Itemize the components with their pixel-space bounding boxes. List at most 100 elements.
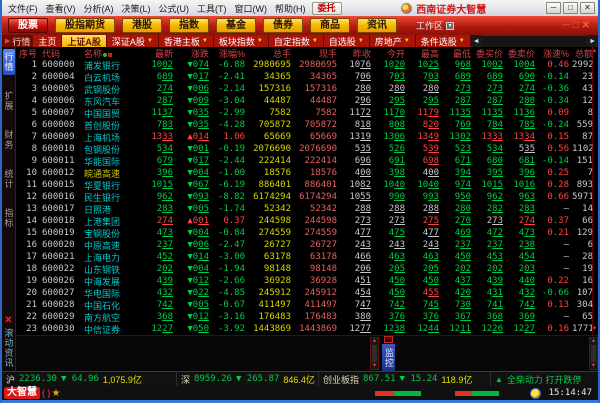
scroll-down-icon[interactable]: ▼ xyxy=(371,363,378,369)
table-row[interactable]: 22 600029 南方航空 368 ▼012 -3.16 176483 176483 380 3… xyxy=(16,311,598,323)
menu-item[interactable]: 帮助(H) xyxy=(275,3,306,14)
menu-item[interactable]: 分析(A) xyxy=(83,3,114,14)
table-row[interactable]: 16 600020 中原高速 237 ▼006 -2.47 26727 26727 243 243… xyxy=(16,239,598,251)
menu-item[interactable]: 决策(L) xyxy=(121,3,151,14)
column-header[interactable]: 委买价 xyxy=(474,47,506,60)
table-scrollbar-track[interactable] xyxy=(592,47,593,335)
table-row[interactable]: 10 600012 皖通高速 396 ▼004 -1.00 18576 18576 400 398… xyxy=(16,167,598,179)
table-row[interactable]: 14 600018 上港集团 274 ▲001 0.37 244598 244598 273 27… xyxy=(16,215,598,227)
market-tab[interactable]: 自定指数 ▼ xyxy=(268,35,324,47)
toolbar-button[interactable]: 商品 xyxy=(310,18,350,33)
table-row[interactable]: 3 600005 武钢股份 274 ▼006 -2.14 157316 157316 280 28… xyxy=(16,83,598,95)
monitor-close-icon[interactable]: ─ xyxy=(384,336,393,343)
minimize-icon[interactable]: ─ xyxy=(546,2,561,14)
column-header[interactable]: 最低 xyxy=(442,47,474,60)
tab-scroll-right-icon[interactable]: ► xyxy=(587,35,598,47)
sz-index-segment[interactable]: 深 8959.26 ▼ 265.87 846.4亿 xyxy=(177,372,319,386)
monitor-right-scrollbar[interactable]: ▲ ▼ xyxy=(589,337,598,370)
toolbar-button[interactable]: 基金 xyxy=(216,18,256,33)
market-tab[interactable]: 自选股 ▼ xyxy=(323,35,370,47)
tab-scroll-left-icon[interactable]: ◄ xyxy=(470,35,482,47)
news-panel-label[interactable]: 滚动资讯 xyxy=(3,328,14,368)
table-row[interactable]: 11 600015 华夏银行 1015 ▼067 -6.19 886401 886401 108… xyxy=(16,179,598,191)
scrollbar-thumb[interactable] xyxy=(591,345,596,362)
table-row[interactable]: 21 600028 中国石化 742 ▼005 -0.67 411497 411497 747 7… xyxy=(16,299,598,311)
table-row[interactable]: 20 600027 华电国际 432 ▼022 -4.85 245912 245912 454 4… xyxy=(16,287,598,299)
column-header[interactable]: 委卖价 xyxy=(506,47,538,60)
column-header[interactable]: 涨幅% xyxy=(212,47,248,60)
rail-tab-统计[interactable]: 统计 xyxy=(3,169,14,189)
column-header[interactable]: 现手 xyxy=(294,47,340,60)
chevron-down-icon[interactable]: ▼ xyxy=(146,38,153,44)
market-tab[interactable]: 深证A股 ▼ xyxy=(106,35,159,47)
table-row[interactable]: 23 600030 中信证券 1227 ▼050 -3.92 1443869 1443869 1… xyxy=(16,323,598,335)
table-row[interactable]: 7 600009 上海机场 1333 ▲014 1.06 65669 65669 1319 130… xyxy=(16,131,598,143)
market-tab[interactable]: 主页 xyxy=(33,35,63,47)
toolbar-button[interactable]: 债券 xyxy=(263,18,303,33)
market-tab[interactable]: 板块指数 ▼ xyxy=(213,35,269,47)
column-header[interactable]: 涨跌 xyxy=(176,47,212,60)
chevron-down-icon[interactable]: ▼ xyxy=(357,38,364,44)
close-icon[interactable]: ✕ xyxy=(4,315,13,326)
restore-icon[interactable]: □ xyxy=(563,2,578,14)
toolbar-button[interactable]: 指数 xyxy=(169,18,209,33)
trade-button[interactable]: 委托 xyxy=(311,1,342,15)
menu-item[interactable]: 文件(F) xyxy=(8,3,38,14)
sh-index-segment[interactable]: 沪 2236.30 ▼ 64.96 1,075.9亿 xyxy=(2,372,177,386)
rail-tab-扩展[interactable]: 扩展 xyxy=(3,91,14,111)
cyb-index-segment[interactable]: 创业板指 867.51 ▼ 15.24 118.9亿 xyxy=(319,372,491,386)
table-row[interactable]: 1 600000 浦发银行 1002 ▼074 -6.88 2980695 2980695 10… xyxy=(16,59,598,71)
market-tab[interactable]: 上证A股 xyxy=(62,35,107,47)
chevron-down-icon[interactable]: ▼ xyxy=(201,38,208,44)
chevron-down-icon[interactable]: ▼ xyxy=(458,38,465,44)
table-row[interactable]: 8 600010 包钢股份 534 ▼001 -0.19 2076690 2076690 535… xyxy=(16,143,598,155)
table-row[interactable]: 18 600022 山东钢铁 202 ▼004 -1.94 98148 98148 206 205… xyxy=(16,263,598,275)
rail-tab-行情[interactable]: 行情 xyxy=(2,49,15,75)
market-tab[interactable]: 房地产 ▼ xyxy=(369,35,416,47)
table-row[interactable]: 17 600021 上海电力 452 ▼014 -3.00 63178 63178 466 463… xyxy=(16,251,598,263)
table-row[interactable]: 12 600016 民生银行 962 ▼093 -8.82 6174294 6174294 10… xyxy=(16,191,598,203)
scrollbar-thumb[interactable] xyxy=(372,345,377,362)
column-header[interactable]: 最新 xyxy=(138,47,176,60)
table-row[interactable]: 6 600008 首创股份 783 ▼035 -4.28 705872 705872 818 80… xyxy=(16,119,598,131)
column-header[interactable]: 涨速% xyxy=(538,47,572,60)
toolbar-button[interactable]: 资讯 xyxy=(357,18,397,33)
table-row[interactable]: 5 600007 中国国贸 1137 ▼035 -2.99 7582 7582 1172 1170… xyxy=(16,107,598,119)
workspace-control[interactable]: 工作区 ▾ xyxy=(416,19,455,32)
table-row[interactable]: 13 600017 日照港 283 ▼005 -1.74 52342 52342 288 288 2… xyxy=(16,203,598,215)
monitor-label[interactable]: 监控 xyxy=(382,344,395,372)
rail-tab-指标[interactable]: 指标 xyxy=(3,208,14,228)
close-icon[interactable]: ✕ xyxy=(581,19,590,31)
scroll-down-icon[interactable]: ▼ xyxy=(591,326,598,332)
chevron-down-icon[interactable]: ▼ xyxy=(403,38,410,44)
column-header[interactable]: 总手 xyxy=(248,47,294,60)
minimize-icon[interactable]: ─ xyxy=(562,19,570,31)
column-header[interactable]: 总额 xyxy=(572,47,596,60)
column-header[interactable]: 代码 xyxy=(40,47,82,60)
toolbar-button[interactable]: 股票 xyxy=(8,18,48,33)
rail-tab-财务[interactable]: 财务 xyxy=(3,130,14,150)
scroll-up-icon[interactable]: ▲ xyxy=(371,338,378,344)
column-header[interactable]: 今开 xyxy=(374,47,408,60)
scroll-down-icon[interactable]: ▼ xyxy=(590,363,597,369)
menu-item[interactable]: 窗口(W) xyxy=(234,3,268,14)
chevron-down-icon[interactable]: ▼ xyxy=(311,38,318,44)
workspace-dropdown-icon[interactable]: ▾ xyxy=(446,21,455,30)
toolbar-button[interactable]: 股指期货 xyxy=(55,18,115,33)
column-header[interactable]: 昨收 xyxy=(340,47,374,60)
restore-icon[interactable]: □ xyxy=(572,19,579,31)
table-row[interactable]: 19 600026 中海发展 439 ▼012 -2.66 36928 36928 451 450… xyxy=(16,275,598,287)
column-header[interactable]: 序号 xyxy=(16,47,40,60)
chevron-down-icon[interactable]: ▼ xyxy=(256,38,263,44)
star-icon[interactable]: ★ xyxy=(51,387,61,399)
menu-item[interactable]: 工具(T) xyxy=(197,3,227,14)
monitor-center-scrollbar[interactable]: ▲ ▼ xyxy=(370,337,379,370)
scroll-up-icon[interactable]: ▲ xyxy=(591,48,598,54)
dzh-logo[interactable]: 大智慧 xyxy=(4,387,40,399)
table-row[interactable]: 2 600004 白云机场 689 ▼017 -2.41 34365 34365 706 703 7… xyxy=(16,71,598,83)
close-icon[interactable]: ✕ xyxy=(580,2,595,14)
table-row[interactable]: 15 600019 宝钢股份 473 ▼004 -0.84 274559 274559 477 4… xyxy=(16,227,598,239)
column-header[interactable]: 名称 xyxy=(82,47,138,60)
menu-item[interactable]: 查看(V) xyxy=(45,3,76,14)
column-header[interactable]: 最高 xyxy=(408,47,442,60)
